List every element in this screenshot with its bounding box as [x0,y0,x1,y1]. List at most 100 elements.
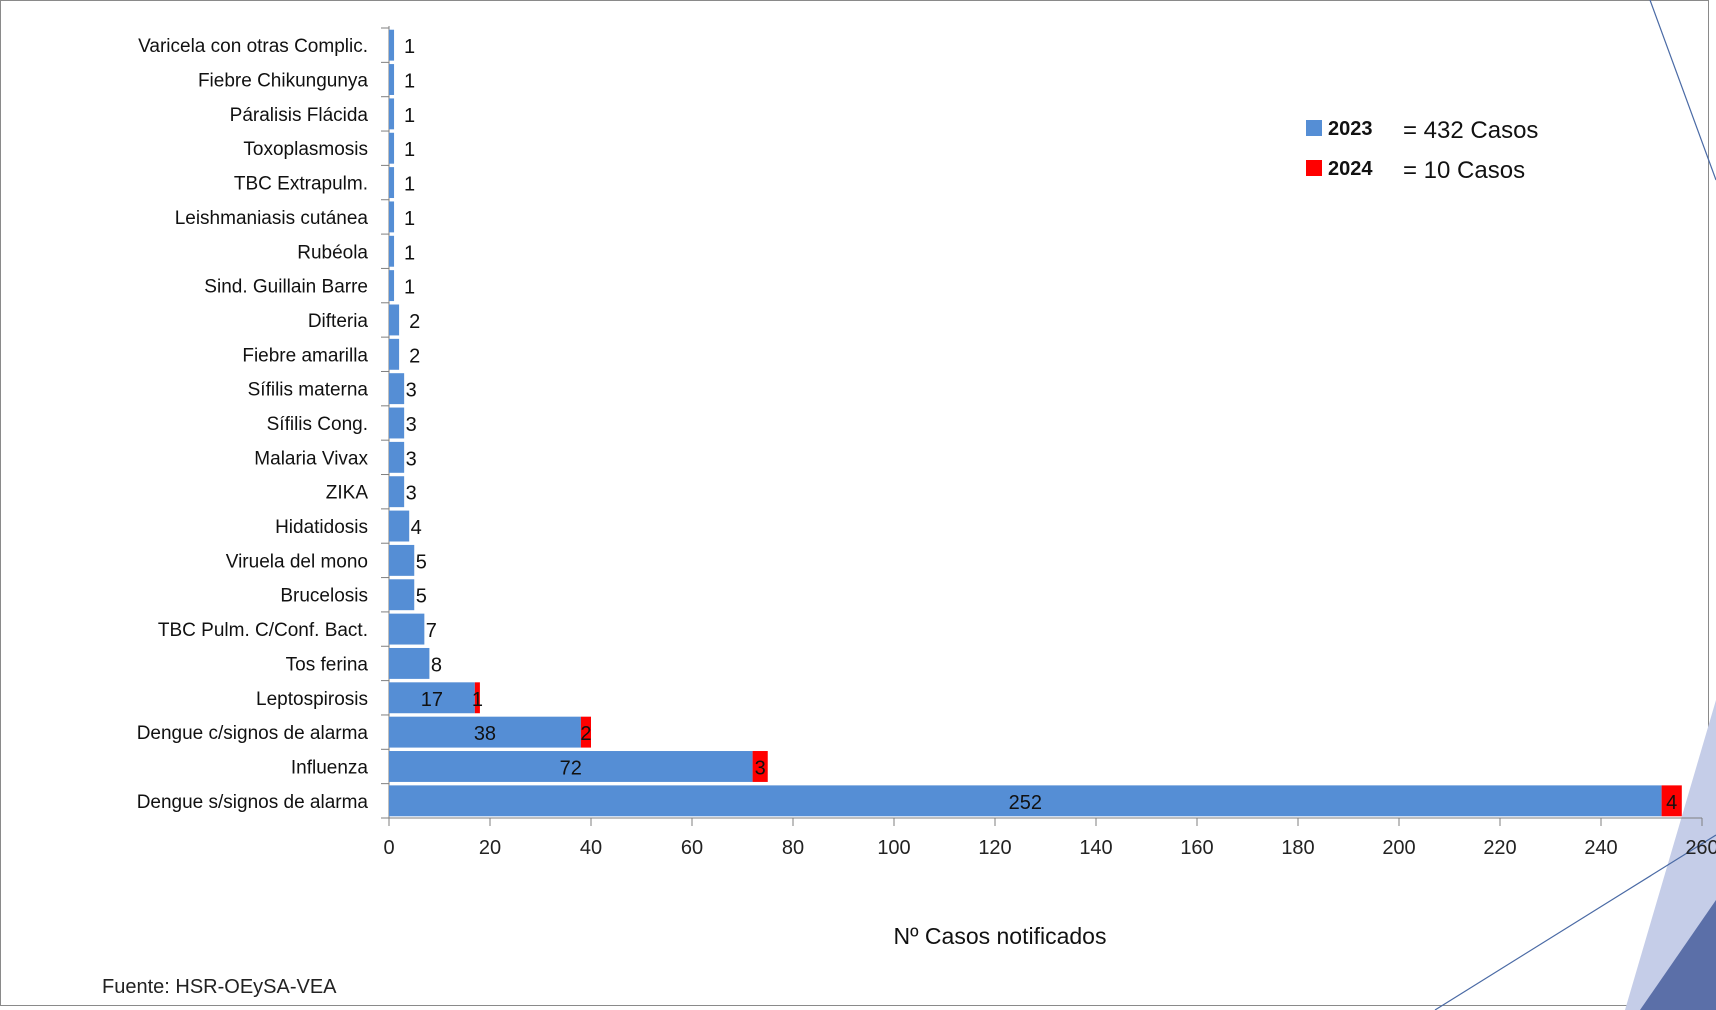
data-label-2024: 3 [755,757,766,779]
data-label-2023: 3 [406,483,417,505]
x-tick-label: 260 [1685,837,1716,859]
data-label-2023: 5 [416,586,427,608]
bar-2023 [389,716,581,748]
y-category-label: Fiebre amarilla [242,345,368,366]
y-category-label: Varicela con otras Complic. [138,36,368,57]
bar-2023 [389,613,425,645]
data-label-2023: 4 [411,517,422,539]
data-label-2023: 1 [404,36,415,58]
data-label-2023: 38 [474,723,496,745]
x-tick-label: 140 [1079,837,1112,859]
y-category-label: Sífilis materna [248,380,369,401]
x-axis-title: Nº Casos notificados [894,923,1107,949]
bar-2023 [389,751,753,782]
legend-label: 2023 [1328,118,1373,140]
data-label-2023: 1 [404,71,415,93]
x-tick-label: 60 [681,837,703,859]
bar-2023 [389,98,395,130]
bar-2023 [389,476,405,508]
bar-2023 [389,29,395,61]
data-label-2023: 7 [426,620,437,642]
data-label-2024: 1 [472,689,483,711]
y-category-label: Hidatidosis [275,517,368,538]
y-category-label: Difteria [308,311,369,332]
y-category-label: Dengue c/signos de alarma [137,723,369,744]
data-label-2023: 1 [404,242,415,264]
data-label-2023: 1 [404,277,415,299]
y-category-label: Leishmaniasis cutánea [175,208,369,229]
data-label-2023: 2 [409,345,420,367]
legend-swatch [1306,160,1322,176]
y-category-label: Brucelosis [280,586,368,607]
y-category-label: TBC Extrapulm. [234,174,368,195]
legend-count: = 10 Casos [1403,157,1525,184]
y-category-label: Fiebre Chikungunya [198,71,368,92]
x-tick-label: 100 [877,837,910,859]
bar-2023 [389,270,395,302]
y-category-label: Rubéola [297,242,368,263]
y-category-label: Dengue s/signos de alarma [137,792,369,813]
bar-2023 [389,132,395,164]
x-tick-label: 40 [580,837,602,859]
bar-2023 [389,64,395,95]
legend-count: = 432 Casos [1403,117,1538,144]
x-tick-label: 200 [1382,837,1415,859]
x-tick-label: 240 [1584,837,1617,859]
x-tick-label: 180 [1281,837,1314,859]
x-tick-label: 20 [479,837,501,859]
bar-2023 [389,579,415,611]
bar-2024 [752,751,768,782]
bar-2023 [389,647,430,679]
bar-2023 [389,338,400,370]
source-note: Fuente: HSR-OEySA-VEA [102,976,337,998]
bar-2024 [474,682,480,714]
data-label-2023: 252 [1009,792,1042,814]
data-label-2023: 1 [404,105,415,127]
y-category-label: Viruela del mono [226,551,368,572]
data-label-2023: 1 [404,208,415,230]
y-category-label: Influenza [291,757,369,778]
data-label-2023: 3 [406,380,417,402]
data-label-2023: 3 [406,448,417,470]
bar-2024 [1661,785,1682,817]
bar-2024 [580,716,591,748]
bar-2023 [389,544,415,576]
x-tick-label: 120 [978,837,1011,859]
data-label-2023: 72 [560,757,582,779]
bar-2023 [389,167,395,199]
data-label-2024: 2 [580,723,591,745]
data-label-2024: 4 [1666,792,1677,814]
y-category-label: TBC Pulm. C/Conf. Bact. [158,620,368,641]
bar-2023 [389,407,405,439]
data-label-2023: 2 [409,311,420,333]
bar-2023 [389,201,395,233]
data-label-2023: 1 [404,174,415,196]
x-tick-label: 80 [782,837,804,859]
y-category-label: Leptospirosis [256,689,368,710]
bar-2023 [389,682,475,714]
y-category-label: Malaria Vivax [254,448,368,469]
data-label-2023: 8 [431,654,442,676]
data-label-2023: 1 [404,139,415,161]
y-category-label: Sífilis Cong. [267,414,368,435]
data-label-2023: 17 [421,689,443,711]
y-category-label: ZIKA [326,483,369,504]
legend-swatch [1306,120,1322,136]
y-category-label: Páralisis Flácida [230,105,369,126]
legend-label: 2024 [1328,158,1373,180]
x-tick-label: 220 [1483,837,1516,859]
x-tick-label: 0 [383,837,394,859]
bar-2023 [389,304,400,336]
data-label-2023: 3 [406,414,417,436]
x-tick-label: 160 [1180,837,1213,859]
bar-2023 [389,441,405,473]
bar-2023 [389,510,410,542]
bar-2023 [389,373,405,405]
bar-2023 [389,235,395,267]
y-category-label: Sind. Guillain Barre [204,277,368,298]
data-label-2023: 5 [416,551,427,573]
